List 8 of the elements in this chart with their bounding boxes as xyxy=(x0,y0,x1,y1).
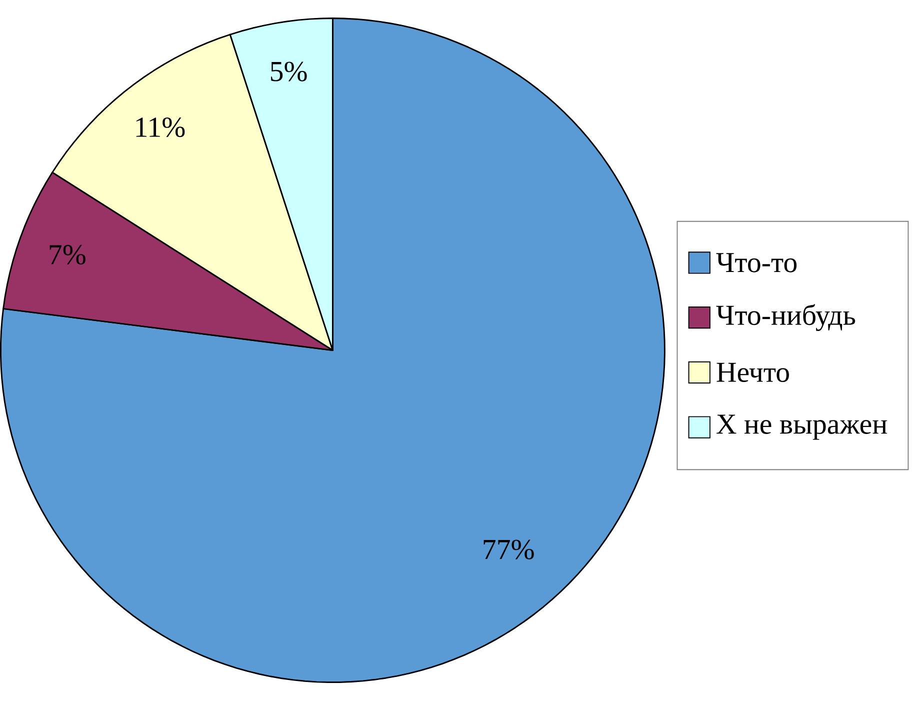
data-label: 77% xyxy=(484,540,534,560)
legend-label: Что-то xyxy=(716,253,797,273)
legend-label: Нечто xyxy=(716,363,789,382)
data-label: 5% xyxy=(271,62,307,82)
data-label: 11% xyxy=(136,118,185,138)
legend-label: X не выражен xyxy=(716,414,887,440)
data-label: 7% xyxy=(50,245,86,265)
legend-label: Что-нибудь xyxy=(716,304,856,332)
